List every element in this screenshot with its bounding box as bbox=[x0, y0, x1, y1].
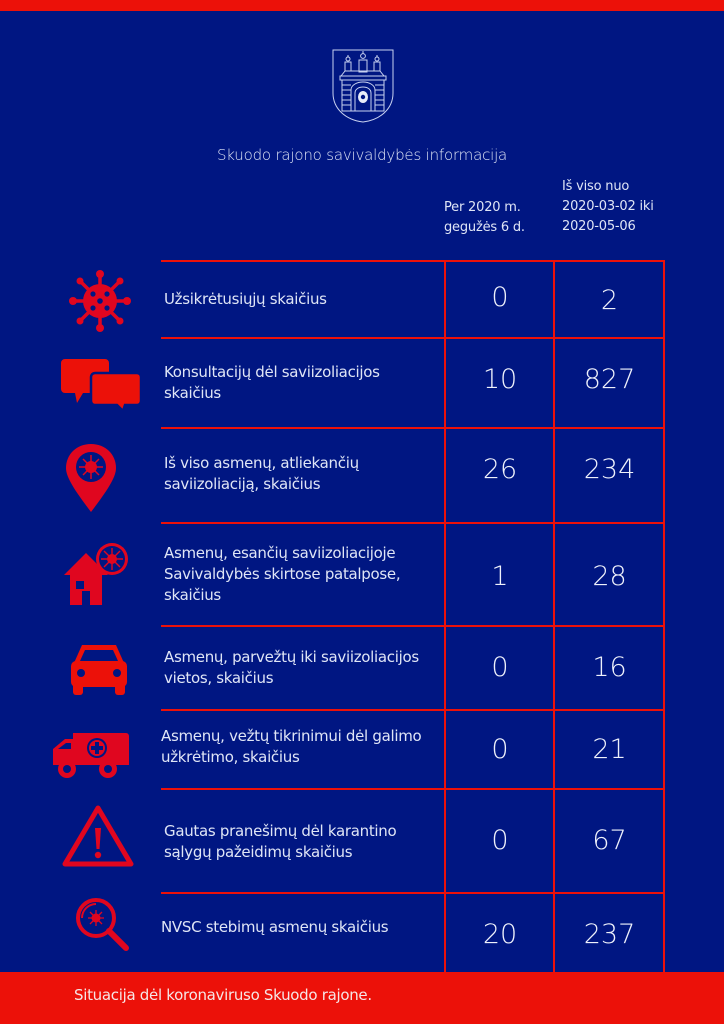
ambulance-icon bbox=[53, 733, 129, 779]
row-value-day: 10 bbox=[482, 363, 518, 395]
column-header-day: Per 2020 m. gegužės 6 d. bbox=[444, 198, 525, 238]
row-label: Gautas pranešimų dėl karantino sąlygų pa… bbox=[164, 822, 397, 861]
virus-icon bbox=[68, 269, 132, 333]
grid-line-row bbox=[161, 522, 664, 524]
grid-line-col bbox=[553, 260, 555, 972]
column-header-day-line2: gegužės 6 d. bbox=[444, 220, 525, 235]
chat-bubbles-icon bbox=[61, 359, 141, 411]
location-pin-virus-icon bbox=[66, 444, 116, 512]
column-header-total-line3: 2020-05-06 bbox=[562, 219, 636, 234]
row-value-day: 20 bbox=[482, 918, 518, 950]
row-label: Užsikrėtusiųjų skaičius bbox=[164, 290, 327, 308]
row-value-total: 234 bbox=[583, 453, 636, 485]
row-value-day: 0 bbox=[491, 824, 509, 856]
grid-line-col bbox=[663, 260, 665, 972]
column-header-total-line1: Iš viso nuo bbox=[562, 179, 630, 194]
footer-bar: Situacija dėl koronaviruso Skuodo rajone… bbox=[0, 972, 724, 1024]
car-icon bbox=[70, 643, 128, 695]
row-value-total: 67 bbox=[592, 824, 627, 856]
row-label: Iš viso asmenų, atliekančių saviizoliaci… bbox=[164, 454, 359, 493]
top-accent-bar bbox=[0, 0, 724, 11]
column-header-day-line1: Per 2020 m. bbox=[444, 200, 521, 215]
warning-triangle-icon bbox=[61, 804, 135, 868]
row-value-total: 28 bbox=[592, 560, 627, 592]
grid-line-top bbox=[161, 260, 665, 262]
column-header-total-line2: 2020-03-02 iki bbox=[562, 199, 654, 214]
column-header-total: Iš viso nuo 2020-03-02 iki 2020-05-06 bbox=[562, 177, 654, 237]
row-label: Asmenų, esančių saviizoliacijoje Savival… bbox=[164, 544, 401, 604]
row-value-total: 16 bbox=[592, 651, 627, 683]
row-label: NVSC stebimų asmenų skaičius bbox=[161, 917, 389, 936]
house-virus-icon bbox=[64, 541, 130, 607]
grid-line-row bbox=[161, 337, 664, 339]
row-value-day: 0 bbox=[491, 651, 509, 683]
footer-text: Situacija dėl koronaviruso Skuodo rajone… bbox=[74, 986, 372, 1004]
row-value-day: 0 bbox=[491, 281, 509, 313]
row-value-total: 2 bbox=[600, 284, 619, 316]
page-title: Skuodo rajono savivaldybės informacija bbox=[216, 146, 508, 164]
row-value-total: 21 bbox=[592, 733, 627, 765]
row-label: Asmenų, vežtų tikrinimui dėl galimo užkr… bbox=[161, 727, 422, 766]
grid-line-row bbox=[161, 625, 664, 627]
row-value-total: 237 bbox=[583, 918, 636, 950]
row-value-total: 827 bbox=[583, 363, 636, 395]
row-value-day: 1 bbox=[491, 560, 509, 592]
row-label: Konsultacijų dėl saviizoliacijos skaičiu… bbox=[164, 363, 380, 402]
grid-line-row bbox=[161, 892, 664, 894]
magnifier-virus-icon bbox=[74, 896, 130, 952]
skuodas-coat-of-arms-icon bbox=[332, 49, 394, 123]
grid-line-row bbox=[161, 709, 664, 711]
row-label: Asmenų, parvežtų iki saviizoliacijos vie… bbox=[164, 648, 419, 687]
grid-line-col bbox=[444, 260, 446, 972]
grid-line-row bbox=[161, 427, 664, 429]
row-value-day: 0 bbox=[491, 733, 509, 765]
grid-line-row bbox=[161, 788, 664, 790]
row-value-day: 26 bbox=[482, 453, 518, 485]
